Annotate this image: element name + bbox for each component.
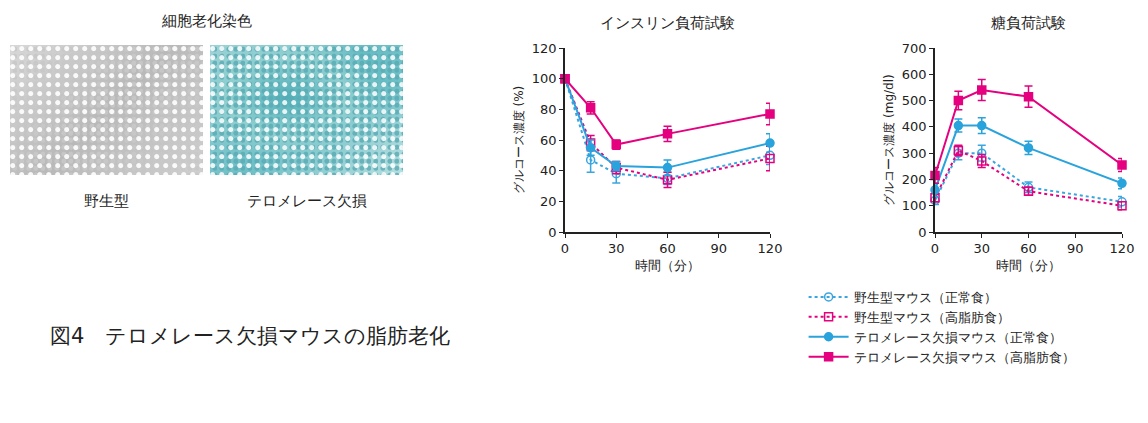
svg-text:120: 120 <box>758 241 783 256</box>
svg-text:30: 30 <box>608 241 625 256</box>
svg-text:120: 120 <box>532 41 557 56</box>
svg-text:500: 500 <box>902 93 927 108</box>
svg-text:300: 300 <box>902 146 927 161</box>
html-text:テロメレース欠損: テロメレース欠損 <box>246 192 367 210</box>
svg-text:400: 400 <box>902 119 927 134</box>
svg-text:60: 60 <box>540 133 557 148</box>
svg-text:60: 60 <box>659 241 676 256</box>
html-text:野生型: 野生型 <box>84 192 129 210</box>
svg-text:600: 600 <box>902 67 927 82</box>
svg-text:0: 0 <box>561 241 569 256</box>
svg-text:時間（分）: 時間（分） <box>635 258 700 273</box>
svg-text:40: 40 <box>540 163 557 178</box>
svg-text:30: 30 <box>973 241 990 256</box>
svg-text:20: 20 <box>540 194 557 209</box>
svg-text:糖負荷試験: 糖負荷試験 <box>991 14 1066 32</box>
svg-text:90: 90 <box>1067 241 1084 256</box>
svg-text:100: 100 <box>902 198 927 213</box>
html-text:細胞老化染色: 細胞老化染色 <box>161 12 252 30</box>
svg-text:0: 0 <box>548 225 556 240</box>
svg-text:0: 0 <box>918 225 926 240</box>
svg-text:テロメレース欠損マウス（正常食）: テロメレース欠損マウス（正常食） <box>854 330 1062 345</box>
svg-text:90: 90 <box>710 241 727 256</box>
svg-text:200: 200 <box>902 172 927 187</box>
svg-text:グルコース濃度 (mg/dl): グルコース濃度 (mg/dl) <box>882 74 896 205</box>
svg-text:野生型マウス（正常食）: 野生型マウス（正常食） <box>854 290 997 305</box>
svg-text:0: 0 <box>931 241 939 256</box>
svg-text:テロメレース欠損マウス（高脂肪食）: テロメレース欠損マウス（高脂肪食） <box>854 350 1075 365</box>
svg-text:700: 700 <box>902 41 927 56</box>
svg-text:インスリン負荷試験: インスリン負荷試験 <box>600 14 735 32</box>
svg-text:グルコース濃度 (%): グルコース濃度 (%) <box>512 86 526 195</box>
svg-text:時間（分）: 時間（分） <box>996 258 1061 273</box>
svg-text:野生型マウス（高脂肪食）: 野生型マウス（高脂肪食） <box>854 310 1010 325</box>
svg-text:80: 80 <box>540 102 557 117</box>
svg-text:60: 60 <box>1020 241 1037 256</box>
svg-text:120: 120 <box>1110 241 1135 256</box>
html-text:図4 テロメレース欠損マウスの脂肪老化: 図4 テロメレース欠損マウスの脂肪老化 <box>50 324 451 348</box>
svg-text:100: 100 <box>532 71 557 86</box>
